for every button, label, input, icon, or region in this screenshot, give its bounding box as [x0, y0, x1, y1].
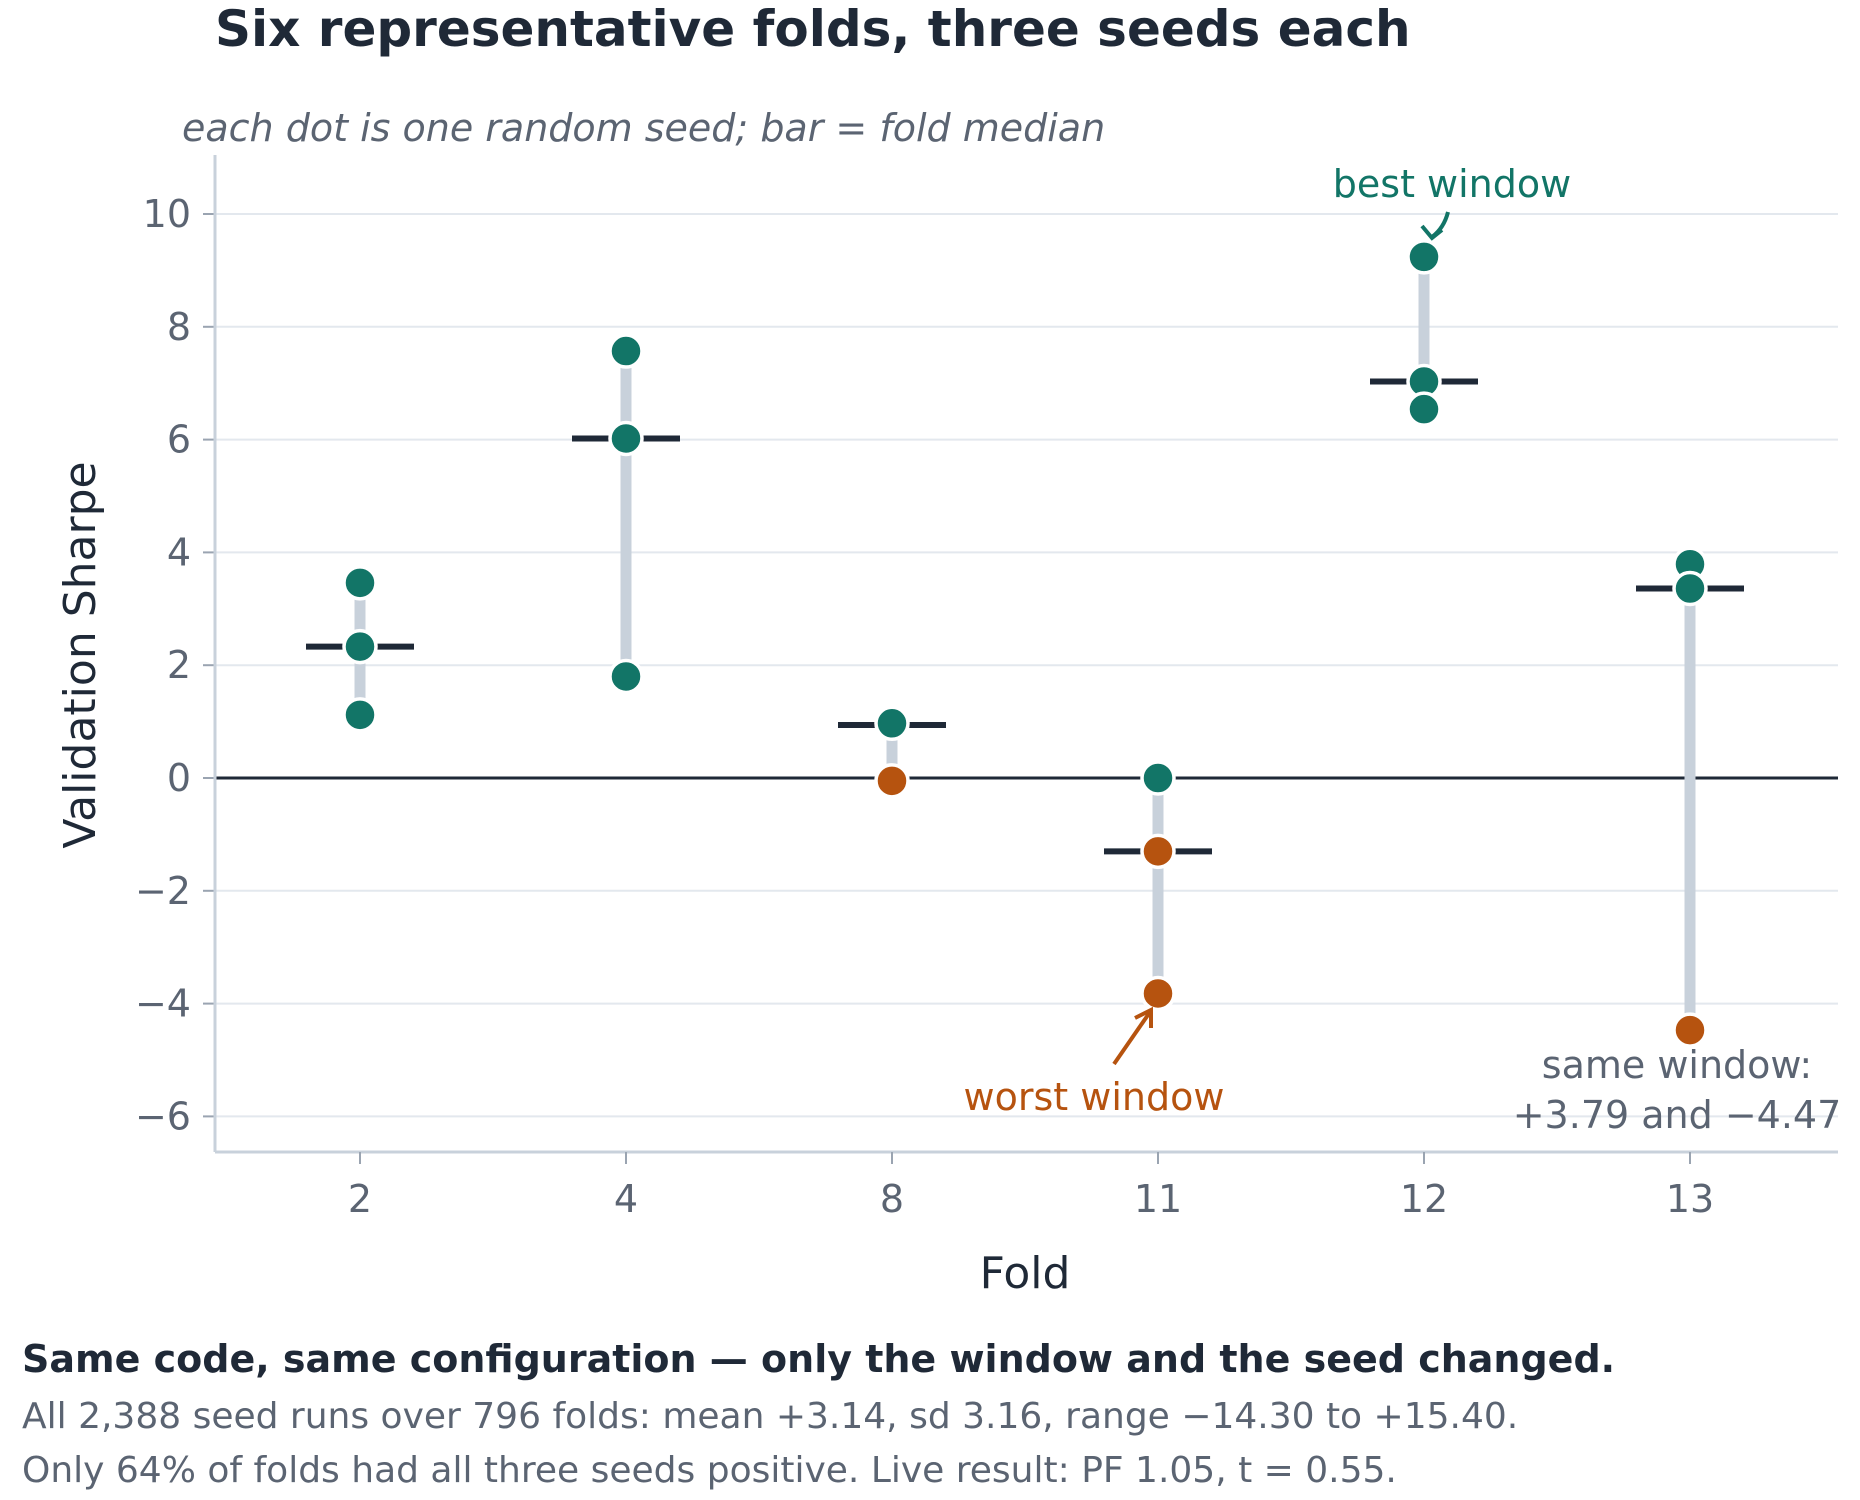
best-window-arrowhead — [1420, 224, 1444, 241]
seed-dot — [874, 705, 910, 742]
x-axis-label: Fold — [980, 1248, 1071, 1299]
footer-line-1: All 2,388 seed runs over 796 folds: mean… — [22, 1396, 1518, 1437]
seed-dot — [342, 565, 378, 601]
y-tick-label: 10 — [143, 192, 191, 236]
y-tick-label: 8 — [167, 305, 191, 349]
seed-dot — [1406, 391, 1442, 427]
best-window-label: best window — [1333, 162, 1571, 206]
seed-dot — [1672, 570, 1708, 607]
y-tick-label: 4 — [167, 530, 191, 574]
y-axis-label: Validation Sharpe — [55, 461, 106, 848]
grid — [215, 213, 1838, 1118]
seed-dot — [1406, 239, 1442, 275]
chart-title: Six representative folds, three seeds ea… — [215, 0, 1411, 58]
x-tick-label: 2 — [348, 1177, 372, 1221]
y-tick-label: 2 — [167, 643, 191, 687]
annotations: best window worst window same window: +3… — [964, 162, 1842, 1137]
seed-dot — [608, 658, 644, 695]
x-tick-label: 11 — [1134, 1177, 1182, 1221]
seed-range-bars — [354, 256, 1696, 1031]
worst-window-label: worst window — [964, 1075, 1225, 1119]
x-tick-label: 4 — [614, 1177, 638, 1221]
seed-dot — [1672, 1012, 1708, 1048]
y-axis-ticks: 10 8 6 4 2 0 −2 −4 −6 — [135, 192, 215, 1138]
same-window-label-line2: +3.79 and −4.47 — [1513, 1093, 1842, 1137]
seed-dot — [1140, 833, 1176, 870]
seed-dot — [342, 628, 378, 665]
seed-dot — [608, 333, 644, 369]
y-tick-label: 6 — [167, 418, 191, 462]
worst-window-arrowhead — [1134, 1006, 1153, 1028]
x-tick-label: 12 — [1400, 1177, 1448, 1221]
y-tick-label: 0 — [167, 756, 191, 800]
same-window-label-line1: same window: — [1542, 1043, 1812, 1087]
seed-dot — [342, 697, 378, 733]
worst-window-arrow — [1112, 1010, 1152, 1066]
y-tick-label: −6 — [135, 1094, 191, 1138]
seed-dot — [608, 420, 644, 457]
median-bars — [306, 378, 1744, 855]
footer-line-2: Only 64% of folds had all three seeds po… — [22, 1450, 1397, 1491]
x-tick-label: 13 — [1666, 1177, 1714, 1221]
seed-dot — [874, 763, 910, 799]
x-axis-ticks: 2 4 8 11 12 13 — [348, 1152, 1714, 1221]
x-tick-label: 8 — [880, 1177, 904, 1221]
footer-headline: Same code, same configuration — only the… — [22, 1337, 1615, 1381]
seed-dot — [1140, 760, 1176, 796]
seed-dots — [342, 239, 1708, 1048]
chart-subtitle: each dot is one random seed; bar = fold … — [182, 106, 1105, 150]
y-tick-label: −2 — [135, 869, 191, 913]
seed-dot — [1140, 975, 1176, 1012]
y-tick-label: −4 — [135, 982, 191, 1026]
